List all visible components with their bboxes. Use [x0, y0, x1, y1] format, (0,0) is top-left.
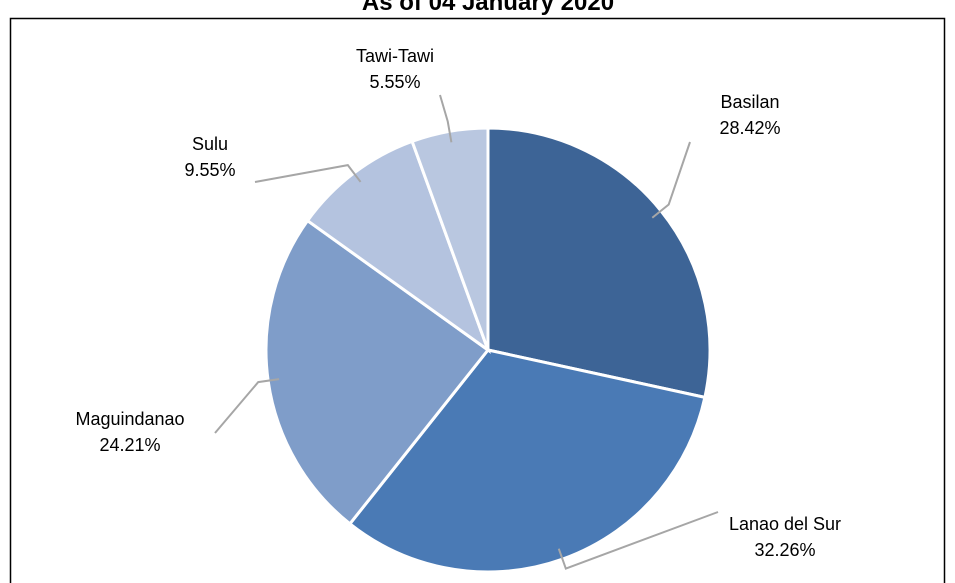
- data-label: 24.21%: [99, 435, 160, 455]
- data-label: 5.55%: [369, 72, 420, 92]
- category-label: Tawi-Tawi: [356, 46, 434, 66]
- category-label: Basilan: [720, 92, 779, 112]
- data-label: 28.42%: [719, 118, 780, 138]
- leader-line: [557, 511, 719, 570]
- leader-line: [214, 378, 280, 434]
- leader-line: [439, 94, 453, 143]
- chart-border: [9, 17, 946, 583]
- data-label: 9.55%: [184, 160, 235, 180]
- leader-line: [254, 164, 362, 183]
- leader-line: [651, 141, 691, 219]
- data-label: 32.26%: [754, 540, 815, 560]
- category-label: Maguindanao: [75, 409, 184, 429]
- category-label: Sulu: [192, 134, 228, 154]
- chart-title: As of 04 January 2020: [362, 0, 614, 16]
- category-label: Lanao del Sur: [729, 514, 841, 534]
